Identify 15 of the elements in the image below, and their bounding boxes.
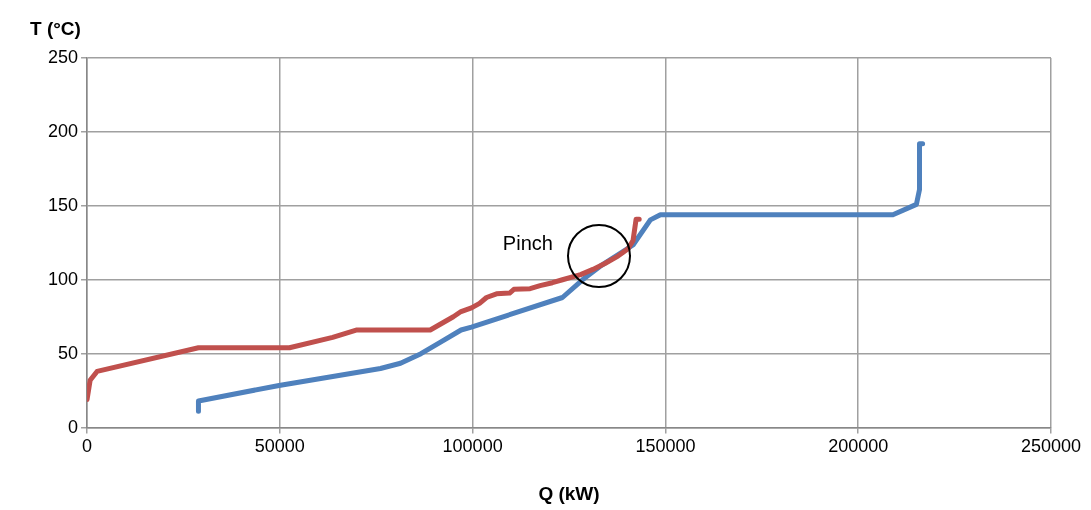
y-tick-label: 50 (58, 342, 79, 363)
x-tick-label: 150000 (635, 436, 696, 457)
y-axis-title: T (°C) (30, 18, 81, 40)
x-tick-label: 200000 (828, 436, 889, 457)
x-tick-label: 250000 (1020, 436, 1082, 457)
x-axis-title: Q (kW) (538, 482, 600, 504)
x-tick-label: 100000 (442, 436, 503, 457)
y-tick-label: 200 (47, 120, 79, 141)
y-tick-label: 150 (47, 194, 79, 215)
y-tick-label: 0 (68, 416, 79, 437)
x-tick-label: 50000 (254, 436, 305, 457)
annotation: Pinch (502, 231, 553, 254)
y-tick-label: 250 (47, 46, 79, 67)
x-tick-label: 0 (82, 436, 93, 457)
y-tick-label: 100 (47, 268, 79, 289)
